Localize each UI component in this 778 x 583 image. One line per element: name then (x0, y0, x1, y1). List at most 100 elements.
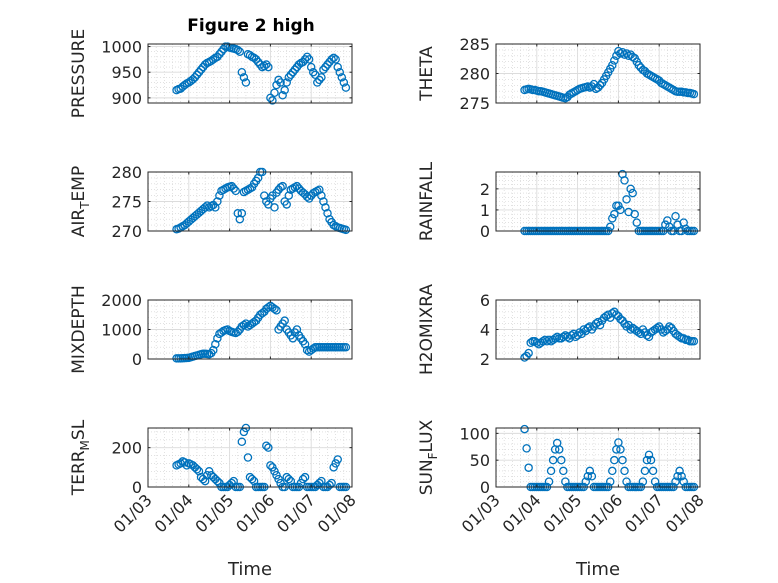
y-tick-label: 280 (459, 65, 490, 84)
data-point (192, 70, 202, 80)
data-point (194, 467, 204, 476)
data-point (213, 334, 222, 343)
data-point (550, 334, 560, 343)
series-markers (520, 307, 699, 362)
y-axis-label: THETA (417, 46, 437, 102)
data-point (337, 73, 347, 82)
data-point (288, 67, 298, 77)
y-tick-label: 200 (111, 439, 142, 458)
data-point (630, 209, 639, 219)
data-point (284, 191, 294, 200)
y-tick-label: 100 (459, 424, 490, 443)
data-point (526, 338, 535, 348)
data-point (341, 83, 351, 92)
data-point (325, 480, 334, 490)
data-point (585, 466, 595, 476)
data-point (308, 344, 318, 353)
data-point (677, 472, 686, 481)
data-point (264, 303, 273, 312)
data-point (646, 455, 656, 465)
data-point (213, 476, 222, 486)
data-point (274, 75, 283, 85)
data-point (567, 331, 576, 340)
y-axis-label: MIXDEPTH (69, 285, 89, 374)
y-tick-label: 280 (111, 163, 142, 182)
data-point (333, 455, 342, 464)
data-point (524, 348, 533, 358)
data-point (211, 203, 220, 212)
subplot-pressure: 900 950 1000 PRESSURE (69, 29, 353, 118)
data-point (278, 91, 287, 100)
data-point (290, 65, 300, 74)
data-point (302, 52, 312, 62)
y-axis-label: AIRTEMP (69, 166, 92, 237)
data-point (548, 455, 558, 465)
data-point (280, 316, 289, 325)
data-point (241, 78, 251, 87)
data-point (319, 197, 328, 206)
data-point (614, 46, 623, 56)
data-point (679, 477, 688, 486)
data-point (284, 474, 294, 484)
data-point (200, 476, 210, 486)
data-point (587, 82, 597, 91)
data-point (671, 211, 680, 221)
y-axis-label: H2OMIXRA (417, 284, 437, 375)
data-point (587, 472, 597, 481)
data-point (557, 455, 566, 465)
data-point (233, 327, 243, 337)
data-point (213, 197, 222, 206)
data-point (237, 67, 247, 77)
data-point (618, 48, 627, 57)
data-point (235, 214, 245, 224)
data-point (215, 50, 224, 59)
data-point (333, 62, 342, 72)
subplot-theta: 275 280 285 THETA (417, 35, 701, 113)
data-point (661, 220, 670, 229)
data-point (202, 201, 212, 210)
data-point (321, 203, 330, 212)
data-point (644, 450, 654, 460)
data-point (211, 339, 220, 349)
data-point (329, 53, 338, 63)
data-point (262, 60, 271, 69)
data-point (282, 78, 291, 87)
data-point (339, 78, 349, 87)
data-point (286, 476, 296, 486)
data-point (616, 205, 625, 215)
y-tick-label: 285 (459, 35, 490, 54)
data-point (272, 306, 281, 315)
data-point (595, 81, 605, 90)
data-point (233, 209, 243, 218)
data-point (264, 62, 273, 72)
data-point (192, 465, 202, 474)
data-point (298, 474, 308, 484)
y-tick-label: 270 (111, 222, 142, 241)
y-tick-label: 1000 (101, 38, 142, 57)
data-point (552, 332, 562, 342)
data-point (209, 345, 218, 355)
data-point (217, 47, 226, 56)
data-point (640, 466, 650, 476)
data-point (610, 209, 619, 219)
data-point (306, 62, 316, 72)
data-point (620, 466, 629, 476)
data-point (323, 209, 332, 218)
data-point (266, 461, 275, 470)
data-point (626, 325, 635, 334)
data-point (608, 466, 617, 476)
data-point (612, 51, 621, 61)
data-point (608, 214, 617, 223)
data-point (237, 209, 247, 218)
data-point (182, 461, 192, 470)
data-point (638, 477, 648, 486)
data-point (559, 332, 568, 342)
data-point (282, 200, 291, 209)
y-tick-label: 0 (132, 478, 142, 497)
data-point (520, 424, 529, 434)
data-point (618, 455, 627, 465)
data-point (235, 47, 245, 56)
figure-title: Figure 2 high (187, 16, 315, 36)
data-point (253, 173, 263, 183)
data-point (239, 73, 249, 82)
